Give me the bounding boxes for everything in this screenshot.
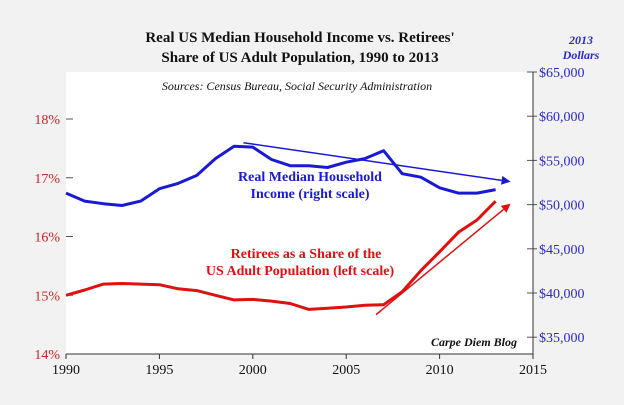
- right-tick-label: $40,000: [539, 287, 585, 302]
- chart-title-line2: Share of US Adult Population, 1990 to 20…: [161, 50, 438, 66]
- retirees-series-line: [65, 200, 497, 311]
- retirees-trend-arrow-shaft: [375, 208, 505, 316]
- income-trend-arrow-shaft: [243, 141, 502, 182]
- right-axis-unit-line1: 2013: [568, 33, 593, 47]
- retirees-label-line1: Retirees as a Share of the: [231, 247, 382, 262]
- right-tick-label: $55,000: [539, 154, 585, 169]
- chart-title-line1: Real US Median Household Income vs. Reti…: [145, 30, 454, 46]
- left-tick-label: 16%: [34, 231, 60, 246]
- left-tick-label: 14%: [34, 348, 60, 363]
- right-tick-label: $50,000: [539, 199, 585, 214]
- left-axis: 14% 15% 16% 17% 18%: [34, 113, 73, 363]
- income-trend-arrow-head: [501, 175, 511, 185]
- x-tick-label: 2010: [426, 363, 454, 378]
- x-tick-label: 2005: [332, 363, 360, 378]
- sources-note: Sources: Census Bureau, Social Security …: [162, 79, 432, 93]
- income-label-line1: Real Median Household: [238, 170, 382, 185]
- x-tick-label: 1995: [145, 363, 173, 378]
- x-tick-label: 1990: [52, 363, 80, 378]
- left-tick-label: 17%: [34, 172, 60, 187]
- income-label-line2: Income (right scale): [251, 187, 370, 202]
- right-tick-label: $45,000: [539, 243, 585, 258]
- x-tick-label: 2000: [239, 363, 267, 378]
- retirees-trend-arrow-head: [500, 203, 511, 213]
- left-tick-label: 15%: [34, 289, 60, 304]
- right-tick-label: $65,000: [539, 66, 585, 81]
- x-axis: 1990 1995 2000 2005 2010 2015: [52, 354, 547, 378]
- income-series-line: [65, 144, 496, 207]
- right-axis-unit-line2: Dollars: [562, 48, 600, 62]
- retirees-label-line2: US Adult Population (left scale): [206, 264, 395, 279]
- right-axis: $35,000 $40,000 $45,000 $50,000 $55,000 $60,0…: [527, 66, 585, 346]
- right-tick-label: $35,000: [539, 331, 585, 346]
- plot-area: [66, 72, 533, 354]
- right-tick-label: $60,000: [539, 110, 585, 125]
- trend-arrows: [243, 141, 511, 316]
- left-tick-label: 18%: [34, 113, 60, 128]
- credit-note: Carpe Diem Blog: [431, 335, 517, 349]
- x-tick-label: 2015: [519, 363, 547, 378]
